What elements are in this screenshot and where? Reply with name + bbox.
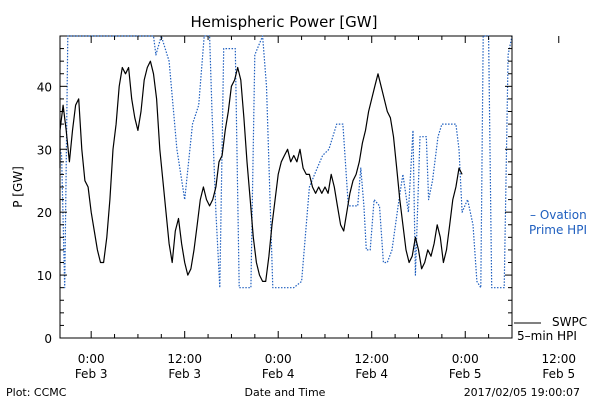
y-tick-label: 0 xyxy=(44,332,52,346)
legend-ovation-line2: Prime HPI xyxy=(529,223,587,237)
y-tick-label: 20 xyxy=(37,206,52,220)
x-tick-label-date: Feb 4 xyxy=(262,367,295,381)
series-swpc-5min-hpi xyxy=(59,60,463,282)
x-tick-label-date: Feb 3 xyxy=(75,367,108,381)
x-tick-label-time: 12:00 xyxy=(354,352,389,366)
y-tick-label: 10 xyxy=(37,269,52,283)
footer-plot-credit: Plot: CCMC xyxy=(6,386,67,399)
x-tick-label-time: 0:00 xyxy=(78,352,105,366)
footer-timestamp: 2017/02/05 19:00:07 xyxy=(464,386,580,399)
series-layer xyxy=(59,35,513,289)
y-axis-ticks: 0 10 20 30 40 xyxy=(37,35,512,346)
x-tick-label-date: Feb 5 xyxy=(449,367,482,381)
legend-swpc-line1: SWPC xyxy=(552,315,587,329)
chart-title: Hemispheric Power [GW] xyxy=(191,13,378,31)
legend-swpc-line2: 5–min HPI xyxy=(517,329,577,343)
x-tick-label-date: Feb 5 xyxy=(542,367,575,381)
legend-ovation-line1: – Ovation xyxy=(530,208,587,222)
x-axis-label: Date and Time xyxy=(245,386,326,399)
plot-frame xyxy=(59,35,513,339)
x-tick-label-time: 0:00 xyxy=(265,352,292,366)
x-tick-label-time: 0:00 xyxy=(452,352,479,366)
x-tick-label-time: 12:00 xyxy=(167,352,202,366)
y-axis-label: P [GW] xyxy=(11,166,25,208)
x-tick-label-date: Feb 4 xyxy=(355,367,388,381)
y-tick-label: 40 xyxy=(37,80,52,94)
x-tick-label-time: 12:00 xyxy=(541,352,576,366)
x-tick-label-date: Feb 3 xyxy=(168,367,201,381)
series-ovation-prime-hpi xyxy=(59,35,513,289)
y-tick-label: 30 xyxy=(37,143,52,157)
